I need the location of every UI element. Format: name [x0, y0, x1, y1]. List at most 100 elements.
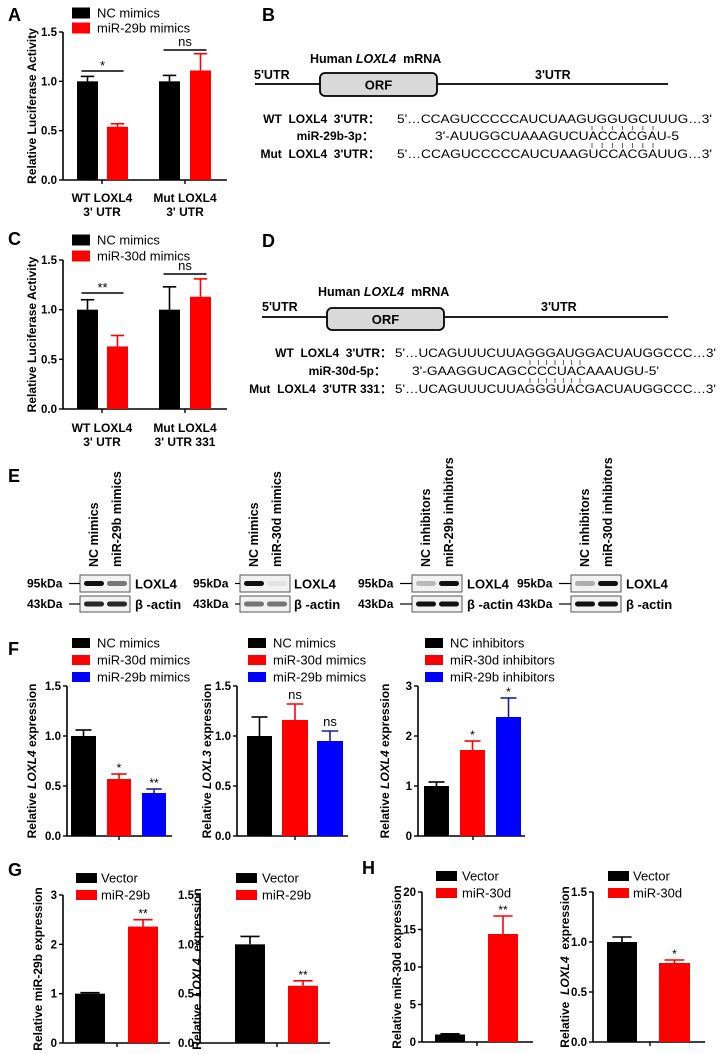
y-tick-label: 20	[403, 887, 416, 899]
western-blot: NC inhibitors miR-30d inhibitors 95kDa LOXL…	[517, 457, 672, 613]
legend-label: miR-29b mimics	[273, 670, 367, 685]
legend-label: miR-29b mimics	[97, 670, 191, 685]
lane-label: miR-30d mimics	[270, 471, 284, 567]
legend-label: NC mimics	[97, 233, 160, 248]
y-axis-label-part: LOXL3	[200, 750, 214, 789]
y-axis-label: Relative miR-30d expression	[390, 885, 404, 1048]
legend-label: miR-29b	[101, 888, 150, 903]
y-axis-label-part: Relative	[200, 789, 214, 838]
significance-label: *	[100, 58, 105, 73]
bar	[659, 963, 690, 1042]
molecular-weight-marker: 95kDa	[193, 577, 229, 591]
x-tick-label: Mut LOXL4	[153, 191, 217, 205]
y-axis-label-part: expression	[378, 684, 392, 751]
protein-band	[598, 581, 618, 586]
legend-swatch	[72, 234, 90, 246]
chart-sub4: 0 1 2 3 Relative LOXL4 expression * * NC inhibi…	[378, 636, 555, 844]
protein-label: β -actin	[135, 597, 181, 612]
legend-label: NC mimics	[97, 6, 160, 21]
y-tick-label: 0.5	[41, 126, 58, 138]
legend-label: miR-30d mimics	[273, 653, 367, 668]
legend-swatch	[608, 888, 629, 898]
y-tick-label: 0.0	[45, 831, 61, 843]
y-tick-label: 0	[406, 831, 412, 843]
legend-swatch	[425, 672, 443, 682]
protein-label: LOXL4	[135, 577, 178, 592]
y-tick-label: 1.5	[41, 255, 58, 267]
legend-swatch	[436, 888, 457, 898]
y-axis-label: Relative miR-29b expression	[31, 887, 45, 1050]
bar	[424, 786, 449, 836]
y-tick-label: 1.0	[178, 939, 194, 951]
protein-band	[575, 601, 595, 607]
legend-label: NC mimics	[273, 636, 336, 651]
y-tick-label: 10	[403, 962, 416, 974]
significance-label: *	[117, 761, 122, 775]
legend-swatch	[72, 655, 90, 665]
y-tick-label: 0.0	[178, 1038, 194, 1050]
sequence: 5'…UCAGUUUCUUAGGGAUGGACUAUGGCCC…3'	[395, 346, 716, 360]
protein-band	[575, 581, 595, 586]
y-axis-label-part: Relative	[558, 995, 572, 1048]
bar	[435, 1034, 465, 1042]
sequence-label: miR-29b-3p：	[297, 129, 374, 143]
bar	[159, 309, 180, 409]
y-tick-label: 1.5	[45, 681, 62, 693]
y-tick-label: 0.5	[41, 354, 58, 366]
x-tick-label: 3' UTR	[166, 205, 204, 219]
bar	[77, 309, 98, 409]
bar	[288, 985, 318, 1043]
y-tick-label: 0.0	[41, 175, 57, 187]
y-tick-label: 15	[403, 925, 416, 937]
y-axis-label-part: Relative	[25, 789, 39, 838]
significance-label: *	[470, 728, 475, 742]
y-tick-label: 5	[410, 1000, 417, 1012]
legend-swatch	[72, 7, 90, 19]
legend-swatch	[72, 250, 90, 262]
y-axis-label-part: Relative	[190, 997, 204, 1050]
legend-swatch	[236, 890, 257, 900]
y-tick-label: 3	[406, 681, 412, 693]
y-axis-label: Relative Luciferase Activity	[25, 28, 39, 184]
binding-site-diagram-B: B ORF Human LOXL4 mRNA 5'UTR 3'UTR WT LOXL4 3…	[254, 5, 712, 161]
y-tick-label: 1.0	[41, 305, 57, 317]
legend-swatch	[72, 672, 90, 682]
protein-label: LOXL4	[467, 577, 510, 592]
y-tick-label: 1.0	[45, 731, 61, 743]
legend-label: Vector	[101, 871, 139, 886]
panel-label: D	[262, 231, 275, 251]
y-tick-label: 0.0	[215, 831, 231, 843]
lane-label: NC mimics	[247, 502, 261, 567]
molecular-weight-marker: 43kDa	[193, 597, 229, 611]
orf-label: ORF	[365, 78, 393, 93]
legend-label: miR-29b	[262, 888, 311, 903]
bar	[247, 736, 272, 836]
mrna-title-part: LOXL4	[356, 52, 396, 66]
significance-label: ns	[178, 258, 192, 273]
y-tick-label: 2	[406, 731, 412, 743]
binding-site-diagram-D: D ORF Human LOXL4 mRNA 5'UTR 3'UTR WT LOXL4 3…	[249, 231, 716, 396]
utr3-label: 3'UTR	[541, 300, 577, 314]
y-axis-label: Relative LOXL4 expression	[190, 888, 204, 1049]
protein-label: β -actin	[294, 597, 340, 612]
utr5-label: 5'UTR	[262, 300, 298, 314]
mrna-title-part: mRNA	[396, 52, 441, 66]
panel-label: H	[362, 858, 375, 878]
y-tick-label: 1.0	[41, 76, 57, 88]
panel-label: F	[8, 639, 19, 659]
bar	[77, 81, 98, 180]
bar	[71, 736, 96, 836]
y-tick-label: 2	[51, 939, 57, 951]
sequence-label: WT LOXL4 3'UTR：	[275, 346, 392, 360]
y-tick-label: 1.5	[178, 890, 195, 902]
bar	[142, 793, 166, 836]
significance-label: *	[506, 685, 511, 699]
y-tick-label: 0	[410, 1037, 416, 1049]
legend-label: miR-30d	[633, 886, 682, 901]
legend-label: miR-30d mimics	[97, 653, 191, 668]
panel-label: A	[8, 5, 21, 25]
sequence: 3'-AUUGGCUAAAGUCUACCACGAU-5	[435, 129, 679, 143]
chart-G: G 0 1 2 3 Relative miR-29b expression ** Vector…	[8, 860, 170, 1051]
